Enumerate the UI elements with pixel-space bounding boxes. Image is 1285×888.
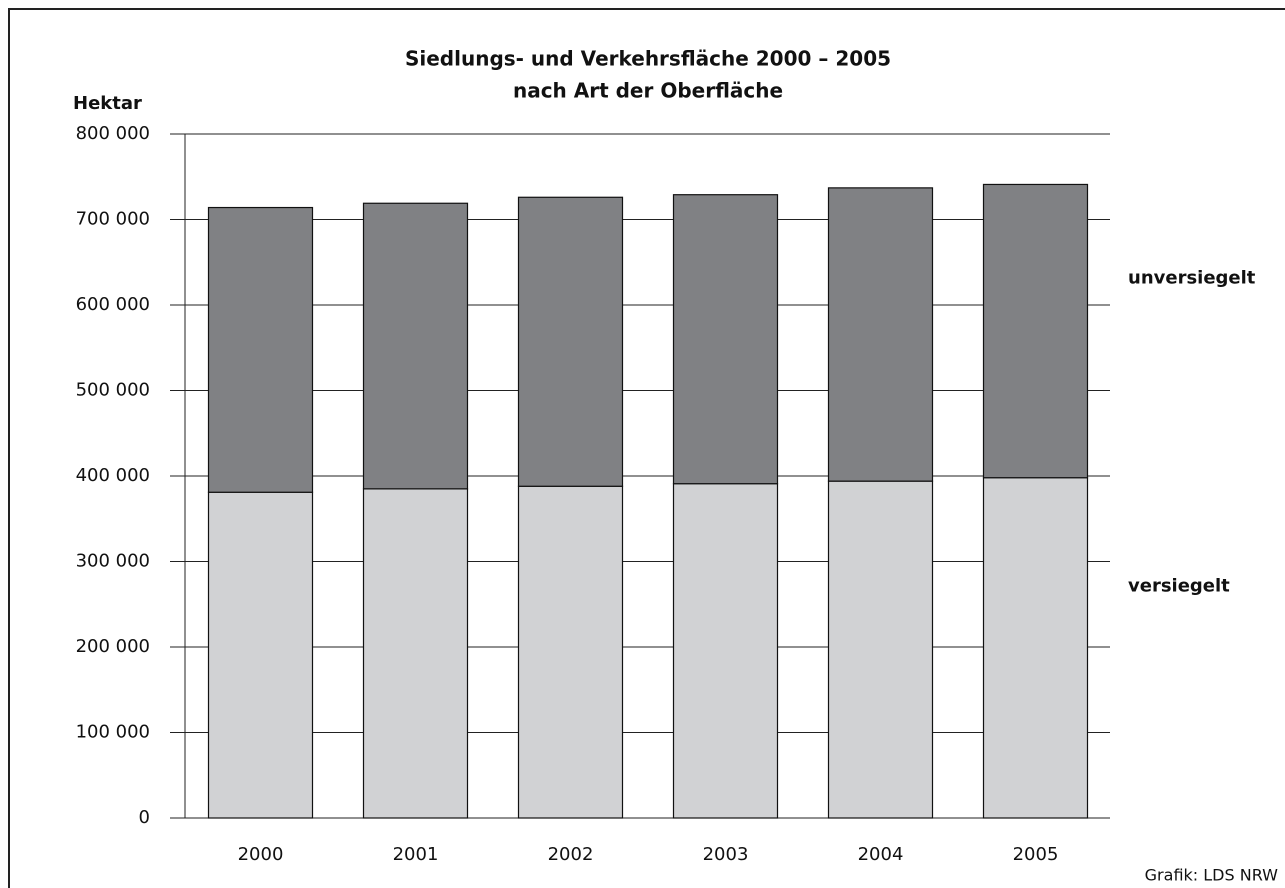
x-tick-label: 2005 [1013, 844, 1059, 865]
bar-segment [362, 202, 469, 490]
x-tick-label: 2002 [548, 844, 594, 865]
x-tick-label: 2000 [238, 844, 284, 865]
y-tick-label: 300 000 [76, 551, 150, 572]
x-tick-label: 2001 [393, 844, 439, 865]
y-axis-label: Hektar [73, 93, 142, 114]
y-tick-label: 700 000 [76, 209, 150, 230]
bar-segment [207, 491, 314, 819]
bar-segment [827, 480, 934, 819]
y-tick-label: 100 000 [76, 722, 150, 743]
frame [8, 8, 1285, 888]
chart-title: Siedlungs- und Verkehrsfläche 2000 – 200… [405, 47, 891, 71]
bar-segment [827, 187, 934, 482]
bar-segment [672, 483, 779, 819]
x-tick-label: 2003 [703, 844, 749, 865]
bar-segment [517, 196, 624, 487]
chart-subtitle: nach Art der Oberfläche [513, 79, 783, 103]
bar-segment [517, 485, 624, 819]
x-tick-label: 2004 [858, 844, 904, 865]
bar-segment [672, 194, 779, 485]
bar-segment [207, 206, 314, 493]
source: Grafik: LDS NRW [1145, 866, 1279, 885]
y-tick-label: 400 000 [76, 465, 150, 486]
y-tick-label: 200 000 [76, 636, 150, 657]
y-tick-label: 600 000 [76, 294, 150, 315]
bar-segment [982, 477, 1089, 819]
bar-segment [362, 488, 469, 819]
y-tick-label: 500 000 [76, 380, 150, 401]
legend-label: unversiegelt [1128, 267, 1256, 288]
y-tick-label: 0 [139, 807, 150, 828]
legend-label: versiegelt [1128, 576, 1230, 597]
bar-segment [982, 183, 1089, 479]
y-tick-label: 800 000 [76, 123, 150, 144]
